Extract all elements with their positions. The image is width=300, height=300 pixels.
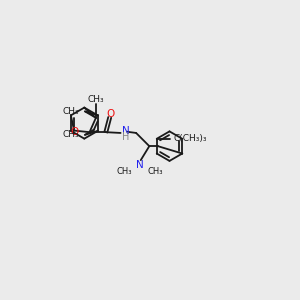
Text: N: N bbox=[122, 126, 130, 136]
Text: H: H bbox=[122, 132, 130, 142]
Text: O: O bbox=[106, 109, 115, 118]
Text: C(CH₃)₃: C(CH₃)₃ bbox=[174, 134, 207, 143]
Text: CH₃: CH₃ bbox=[62, 130, 79, 139]
Text: O: O bbox=[70, 127, 79, 137]
Text: CH₃: CH₃ bbox=[117, 167, 132, 176]
Text: CH₃: CH₃ bbox=[88, 95, 104, 104]
Text: CH₃: CH₃ bbox=[147, 167, 163, 176]
Text: CH₃: CH₃ bbox=[62, 107, 79, 116]
Text: N: N bbox=[136, 160, 144, 170]
